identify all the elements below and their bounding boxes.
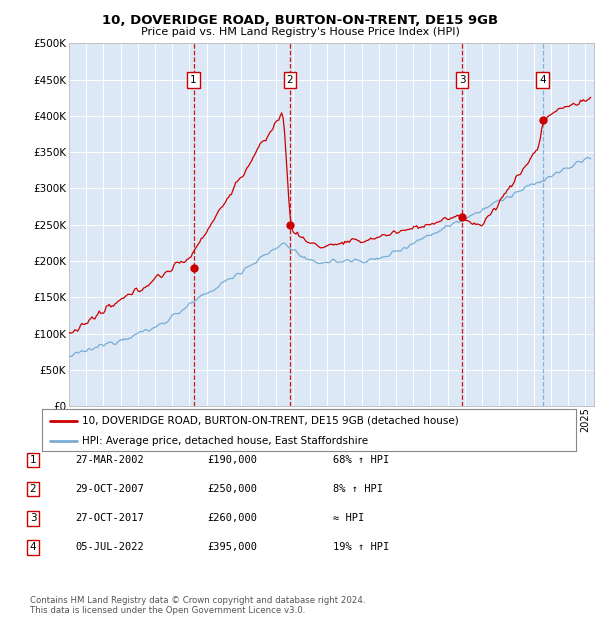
Text: 10, DOVERIDGE ROAD, BURTON-ON-TRENT, DE15 9GB (detached house): 10, DOVERIDGE ROAD, BURTON-ON-TRENT, DE1…: [82, 415, 459, 425]
Text: 10, DOVERIDGE ROAD, BURTON-ON-TRENT, DE15 9GB: 10, DOVERIDGE ROAD, BURTON-ON-TRENT, DE1…: [102, 14, 498, 27]
Text: £190,000: £190,000: [207, 455, 257, 465]
Text: 05-JUL-2022: 05-JUL-2022: [75, 542, 144, 552]
Text: 27-OCT-2017: 27-OCT-2017: [75, 513, 144, 523]
Text: 2: 2: [29, 484, 37, 494]
Text: ≈ HPI: ≈ HPI: [333, 513, 364, 523]
Text: 2: 2: [287, 74, 293, 85]
Text: 27-MAR-2002: 27-MAR-2002: [75, 455, 144, 465]
Text: 1: 1: [29, 455, 37, 465]
Text: 1: 1: [190, 74, 197, 85]
Text: Contains HM Land Registry data © Crown copyright and database right 2024.
This d: Contains HM Land Registry data © Crown c…: [30, 596, 365, 615]
Text: HPI: Average price, detached house, East Staffordshire: HPI: Average price, detached house, East…: [82, 436, 368, 446]
Text: 19% ↑ HPI: 19% ↑ HPI: [333, 542, 389, 552]
Text: Price paid vs. HM Land Registry's House Price Index (HPI): Price paid vs. HM Land Registry's House …: [140, 27, 460, 37]
Text: 29-OCT-2007: 29-OCT-2007: [75, 484, 144, 494]
Text: 4: 4: [29, 542, 37, 552]
Text: 3: 3: [458, 74, 465, 85]
Text: 3: 3: [29, 513, 37, 523]
Text: £260,000: £260,000: [207, 513, 257, 523]
Text: 4: 4: [539, 74, 546, 85]
Text: £250,000: £250,000: [207, 484, 257, 494]
Text: 68% ↑ HPI: 68% ↑ HPI: [333, 455, 389, 465]
Text: £395,000: £395,000: [207, 542, 257, 552]
Text: 8% ↑ HPI: 8% ↑ HPI: [333, 484, 383, 494]
